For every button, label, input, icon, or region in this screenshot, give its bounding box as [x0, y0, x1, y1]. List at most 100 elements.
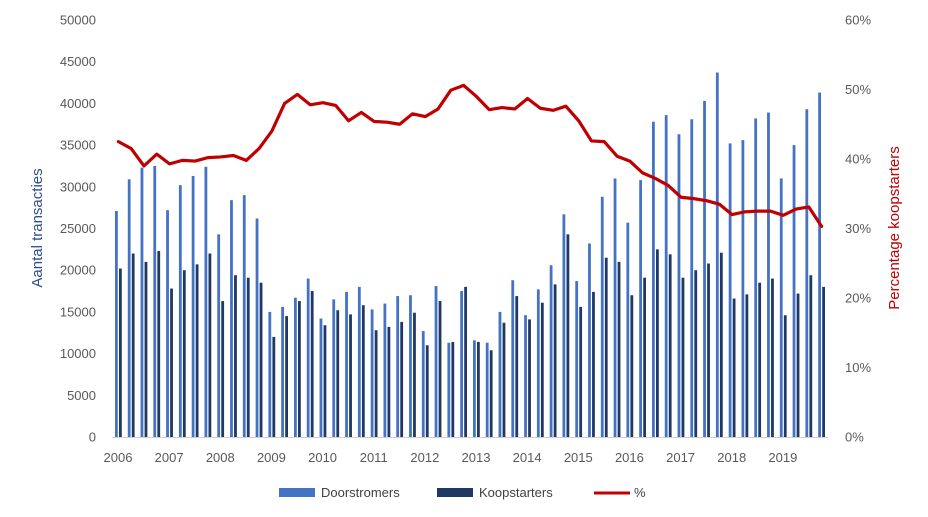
bar-koopstarters: [157, 251, 161, 437]
x-tick-label-year: 2006: [104, 450, 133, 465]
bar-doorstromers: [357, 286, 361, 437]
bar-doorstromers: [805, 109, 809, 437]
bar-koopstarters: [630, 295, 634, 437]
bar-koopstarters: [655, 249, 659, 437]
bar-doorstromers: [600, 196, 604, 437]
bar-doorstromers: [792, 145, 796, 437]
bar-koopstarters: [170, 288, 173, 437]
bar-koopstarters: [387, 326, 391, 437]
bar-doorstromers: [447, 342, 451, 437]
bar-doorstromers: [383, 303, 387, 437]
bar-doorstromers: [409, 295, 412, 437]
bar-doorstromers: [562, 214, 566, 437]
x-tick-label-year: 2019: [768, 450, 797, 465]
bar-doorstromers: [779, 178, 783, 437]
bar-doorstromers: [255, 218, 259, 437]
x-tick-label-year: 2017: [666, 450, 695, 465]
bar-doorstromers: [127, 179, 131, 437]
bar-doorstromers: [191, 175, 195, 437]
y-right-tick-label: 60%: [845, 13, 871, 28]
x-tick-label-year: 2016: [615, 450, 644, 465]
bar-doorstromers: [767, 112, 770, 437]
bar-koopstarters: [771, 278, 774, 437]
bar-koopstarters: [413, 312, 416, 437]
y-left-tick-label: 0: [89, 430, 96, 445]
bar-koopstarters: [182, 270, 186, 437]
bar-doorstromers: [536, 289, 540, 437]
bar-koopstarters: [822, 286, 826, 437]
bar-doorstromers: [715, 72, 719, 438]
y-axis-right-title: Percentage koopstarters: [886, 146, 903, 309]
bar-koopstarters: [208, 253, 212, 437]
bar-doorstromers: [166, 210, 169, 437]
bar-doorstromers: [319, 318, 323, 437]
bar-doorstromers: [217, 234, 221, 437]
bar-koopstarters: [668, 254, 672, 437]
y-left-tick-label: 50000: [60, 13, 96, 28]
bar-koopstarters: [643, 277, 647, 437]
bar-koopstarters: [540, 302, 544, 437]
percentage-line: [116, 83, 824, 229]
bar-doorstromers: [268, 311, 272, 437]
bar-koopstarters: [400, 321, 404, 437]
y-right-tick-label: 0%: [845, 430, 864, 445]
bar-koopstarters: [809, 275, 813, 437]
bar-koopstarters: [476, 341, 480, 437]
bar-doorstromers: [293, 297, 297, 437]
bar-doorstromers: [677, 134, 681, 437]
bar-koopstarters: [310, 291, 314, 437]
bar-doorstromers: [204, 166, 208, 437]
y-right-tick-label: 40%: [845, 152, 871, 167]
bar-doorstromers: [651, 121, 655, 438]
y-left-tick-label: 15000: [60, 304, 96, 319]
bar-koopstarters: [783, 315, 787, 437]
bar-doorstromers: [703, 100, 706, 437]
bar-koopstarters: [297, 301, 301, 437]
y-axis-left-title: Aantal transacties: [29, 168, 46, 287]
bar-koopstarters: [719, 252, 723, 437]
bar-doorstromers: [140, 167, 144, 438]
y-left-tick-label: 5000: [67, 388, 96, 403]
x-tick-label-year: 2007: [155, 450, 184, 465]
y-axis-right-ticks: 0% 10% 20% 30% 40% 50% 60%: [845, 13, 871, 445]
bar-doorstromers: [511, 280, 515, 437]
y-left-tick-label: 10000: [60, 346, 96, 361]
bar-doorstromers: [153, 165, 157, 437]
x-tick-label-year: 2009: [257, 450, 286, 465]
bar-koopstarters: [796, 293, 800, 437]
bar-doorstromers: [575, 281, 579, 437]
bar-doorstromers: [639, 180, 643, 438]
legend-label-doorstromers: Doorstromers: [321, 485, 400, 500]
bar-doorstromers: [242, 195, 246, 437]
bar-koopstarters: [349, 314, 352, 437]
legend-label-pct: %: [634, 485, 646, 500]
bar-koopstarters: [246, 277, 250, 437]
bar-doorstromers: [434, 286, 438, 437]
bar-doorstromers: [281, 306, 285, 437]
bar-doorstromers: [114, 210, 118, 437]
legend-swatch-doorstromers: [279, 488, 315, 497]
bar-doorstromers: [588, 243, 591, 437]
bar-koopstarters: [374, 330, 378, 437]
bar-koopstarters: [745, 294, 749, 437]
bar-koopstarters: [515, 296, 519, 437]
y-right-tick-label: 30%: [845, 221, 871, 236]
y-left-tick-label: 35000: [60, 138, 96, 153]
bar-doorstromers: [396, 296, 400, 437]
bar-koopstarters: [617, 261, 621, 437]
y-right-tick-label: 50%: [845, 82, 871, 97]
bar-doorstromers: [664, 115, 668, 438]
x-tick-label-year: 2013: [462, 450, 491, 465]
y-right-tick-label: 20%: [845, 291, 871, 306]
bar-koopstarters: [758, 282, 762, 437]
bar-doorstromers: [498, 311, 502, 437]
bar-koopstarters: [118, 268, 122, 437]
bar-koopstarters: [361, 305, 365, 437]
x-tick-label-year: 2018: [717, 450, 746, 465]
bar-koopstarters: [451, 341, 455, 437]
bar-doorstromers: [460, 291, 464, 437]
bar-koopstarters: [566, 234, 570, 437]
bar-koopstarters: [144, 261, 148, 437]
bar-koopstarters: [604, 257, 608, 437]
